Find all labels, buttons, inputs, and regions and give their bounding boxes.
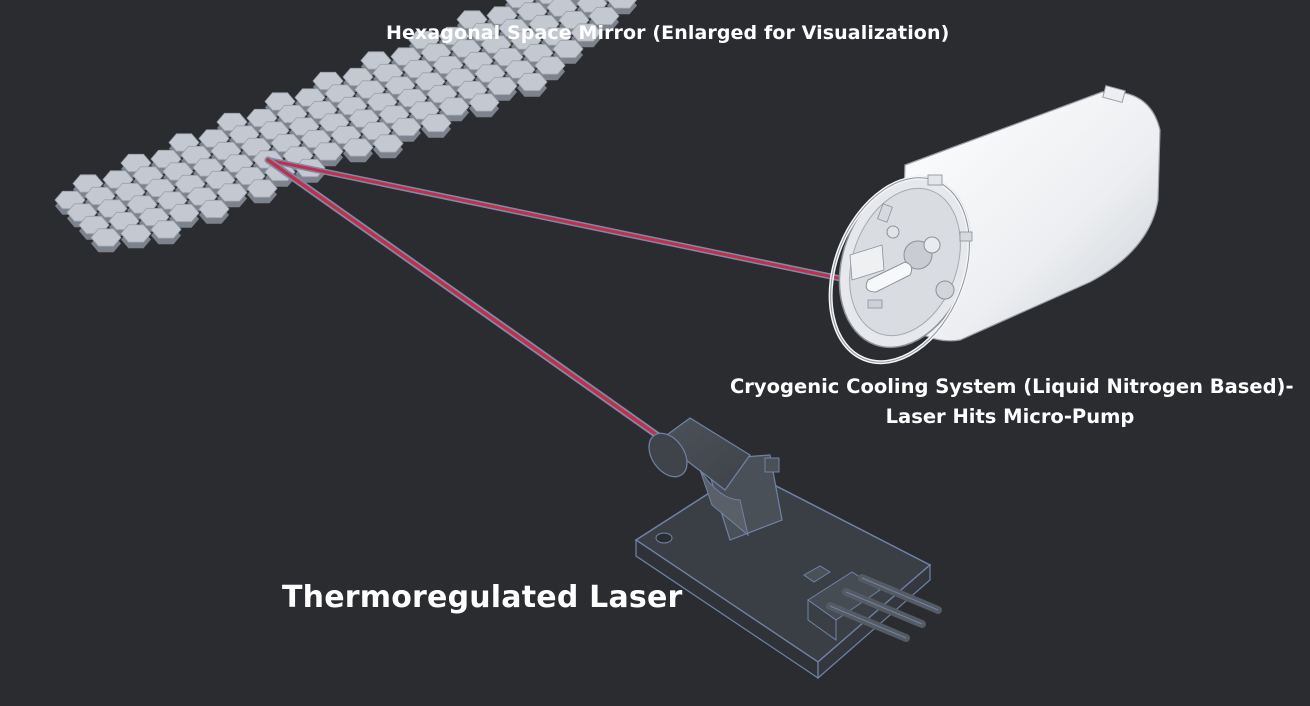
hex-cell [150, 220, 182, 239]
hex-cell [246, 179, 278, 198]
hex-cell [90, 228, 122, 247]
hex-cell [534, 56, 566, 75]
hex-cell [486, 76, 518, 96]
hex-cell [516, 72, 548, 92]
hex-cell [120, 224, 152, 243]
laser-beams [264, 156, 875, 444]
laser-module-icon [634, 417, 942, 680]
cryo-label-line1: Cryogenic Cooling System (Liquid Nitroge… [730, 375, 1294, 398]
beam-to-pump [266, 158, 874, 287]
laser-label: Thermoregulated Laser [282, 580, 683, 615]
hex-cell [372, 134, 404, 153]
beam-to-laser [266, 158, 666, 442]
mirror-label: Hexagonal Space Mirror (Enlarged for Vis… [386, 22, 950, 44]
hex-cell [312, 142, 344, 161]
hex-cell [606, 0, 638, 9]
hex-cell [168, 203, 200, 223]
hex-cell [468, 93, 500, 112]
hex-cell [198, 199, 230, 219]
hex-cell [390, 117, 422, 137]
hex-cell [570, 23, 602, 42]
hex-cell [588, 6, 620, 26]
cryogenic-cylinder-icon [828, 85, 1161, 365]
hex-cell [552, 39, 584, 59]
cryo-label-line2: Laser Hits Micro-Pump [885, 405, 1135, 428]
hex-cell [438, 97, 470, 116]
hex-cell [420, 113, 452, 133]
cryo-label: Cryogenic Cooling System (Liquid Nitroge… [730, 372, 1294, 432]
hex-cell [342, 138, 374, 157]
hexagonal-mirror [54, 0, 638, 253]
hex-cell [216, 183, 248, 202]
